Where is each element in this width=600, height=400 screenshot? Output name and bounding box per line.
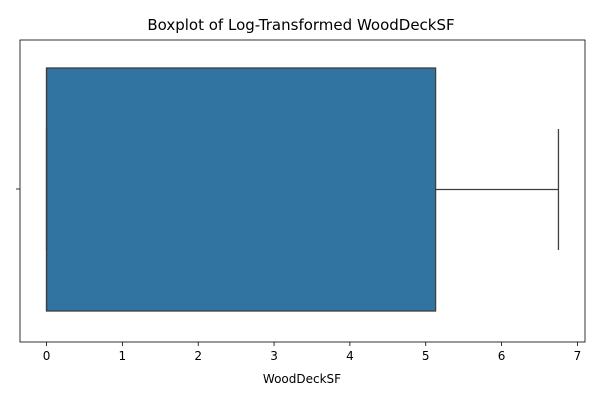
box-iqr — [45, 67, 437, 312]
chart-title: Boxplot of Log-Transformed WoodDeckSF — [147, 16, 454, 34]
x-tick-label: 6 — [498, 349, 506, 363]
x-tick-label: 2 — [194, 349, 202, 363]
x-tick-label: 4 — [346, 349, 354, 363]
x-axis-ticks: 0 1 2 3 4 5 6 7 — [43, 342, 582, 363]
x-tick-label: 1 — [119, 349, 127, 363]
x-tick-label: 3 — [270, 349, 278, 363]
x-axis-label: WoodDeckSF — [263, 372, 341, 386]
x-tick-label: 0 — [43, 349, 51, 363]
x-tick-label: 7 — [574, 349, 582, 363]
plot-frame — [19, 39, 586, 343]
x-tick-label: 5 — [422, 349, 430, 363]
box-group — [45, 67, 560, 312]
